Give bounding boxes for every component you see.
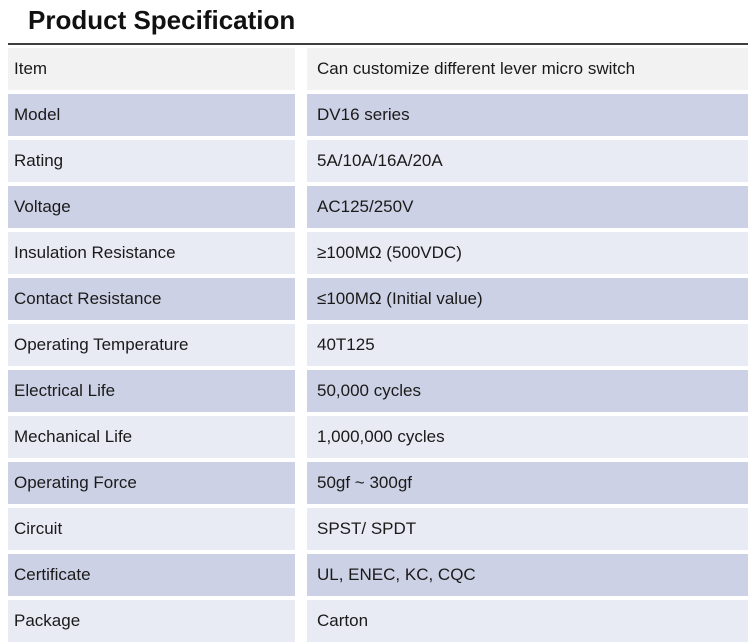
spec-value-cell: AC125/250V xyxy=(307,186,748,228)
spec-label-cell: Item xyxy=(8,48,295,90)
spec-value-cell: 40T125 xyxy=(307,324,748,366)
spec-label-cell: Operating Temperature xyxy=(8,324,295,366)
spec-grid: Item Can customize different lever micro… xyxy=(8,48,748,642)
spec-value-cell: 50gf ~ 300gf xyxy=(307,462,748,504)
spec-table: Item Can customize different lever micro… xyxy=(8,43,748,642)
spec-label-cell: Voltage xyxy=(8,186,295,228)
spec-value-cell: UL, ENEC, KC, CQC xyxy=(307,554,748,596)
spec-value-cell: ≥100MΩ (500VDC) xyxy=(307,232,748,274)
spec-value-cell: SPST/ SPDT xyxy=(307,508,748,550)
spec-label-cell: Insulation Resistance xyxy=(8,232,295,274)
spec-label-cell: Mechanical Life xyxy=(8,416,295,458)
spec-value-cell: ≤100MΩ (Initial value) xyxy=(307,278,748,320)
page-title: Product Specification xyxy=(28,5,296,35)
spec-label-cell: Package xyxy=(8,600,295,642)
spec-value-cell: DV16 series xyxy=(307,94,748,136)
spec-label-cell: Rating xyxy=(8,140,295,182)
spec-value-cell: 5A/10A/16A/20A xyxy=(307,140,748,182)
spec-label-cell: Certificate xyxy=(8,554,295,596)
spec-label-cell: Contact Resistance xyxy=(8,278,295,320)
spec-value-cell: 50,000 cycles xyxy=(307,370,748,412)
spec-value-cell: 1,000,000 cycles xyxy=(307,416,748,458)
spec-label-cell: Model xyxy=(8,94,295,136)
spec-value-cell: Can customize different lever micro swit… xyxy=(307,48,748,90)
spec-label-cell: Operating Force xyxy=(8,462,295,504)
spec-label-cell: Electrical Life xyxy=(8,370,295,412)
spec-value-cell: Carton xyxy=(307,600,748,642)
spec-label-cell: Circuit xyxy=(8,508,295,550)
